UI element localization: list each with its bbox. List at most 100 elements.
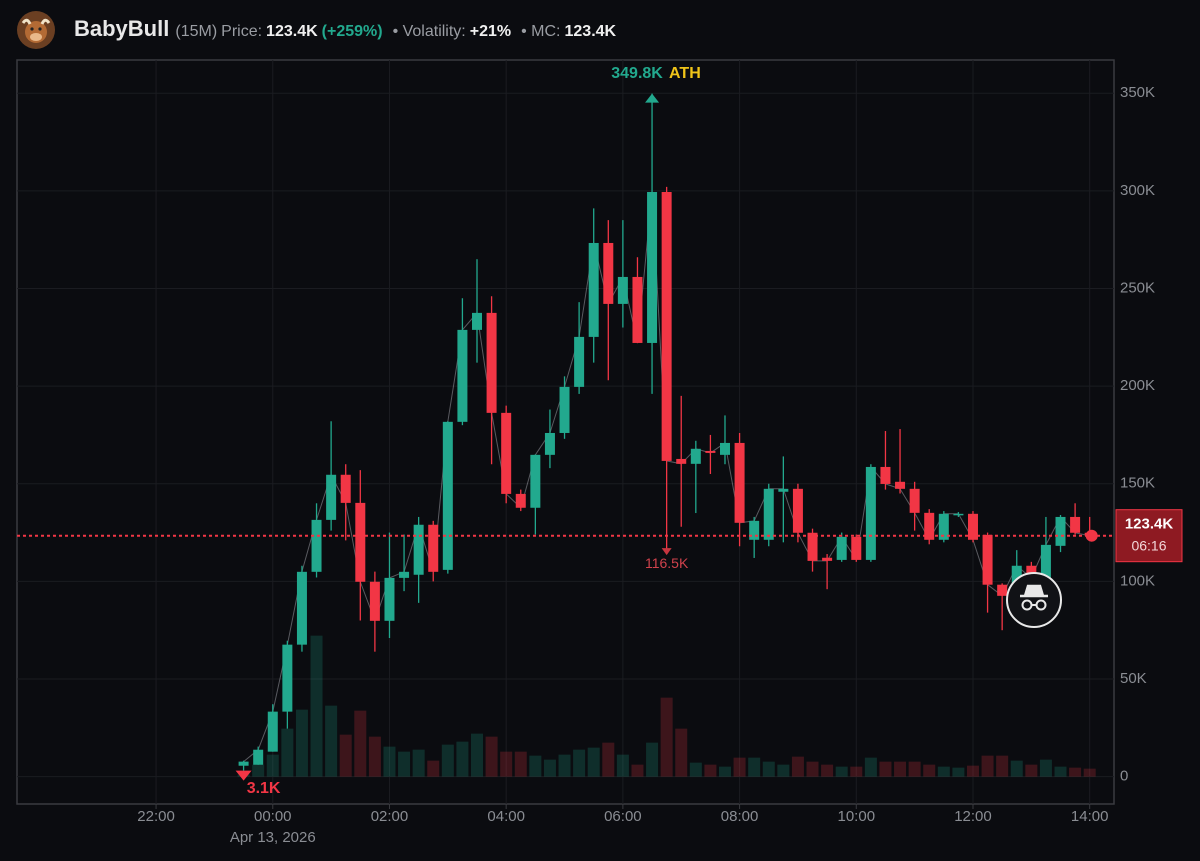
volatility: +21% [469,23,512,40]
candle-body [267,711,278,752]
volume-bar [675,728,688,777]
candle-body [1040,544,1051,578]
x-date-label: Apr 13, 2026 [230,829,316,846]
candle-body [355,502,366,582]
candle-body [282,644,293,712]
candle-body [326,474,337,520]
volume-bar [339,734,352,777]
candle-body [1070,516,1081,533]
volume-bar [850,766,863,777]
volume-bar [266,754,279,777]
candle-body [749,520,760,540]
y-tick-label: 150K [1120,475,1155,492]
candle-body [763,488,774,540]
volume-bar [952,767,965,777]
candle-body [588,242,599,337]
countdown: 06:16 [1131,537,1166,553]
volume-bar [660,697,673,777]
candle-body [676,458,687,464]
volume-bar [1054,766,1067,777]
min-marker [235,770,252,781]
x-tick-label: 02:00 [371,808,409,825]
candle-body [982,534,993,585]
volume-bar [456,741,469,777]
volume-bar [412,749,425,777]
volume-bar [383,746,396,777]
volume-bar [748,757,761,777]
volume-bar [806,761,819,777]
volume-bar [718,766,731,777]
y-tick-label: 100K [1120,572,1155,589]
volume-bar [864,757,877,777]
min-label: 3.1K [247,780,281,797]
candle-body [384,577,395,621]
candle-body [851,536,862,560]
candle-body [296,571,307,645]
volatility-label: • Volatility: [392,23,466,40]
candle-body [836,536,847,560]
volume-bar [325,705,338,777]
volume-bar [543,759,556,777]
volume-bar [602,742,615,777]
volume-bar [937,766,950,777]
candle-body [647,192,658,343]
candle-body [428,524,439,572]
volume-bar [996,755,1009,777]
candle-body [792,488,803,533]
y-tick-label: 50K [1120,670,1147,687]
price-dot [1085,529,1098,542]
min-marker [661,548,672,556]
volume-bar [704,764,717,777]
volume-bar [514,751,527,777]
volume-bar [966,765,979,777]
volume-bar [616,754,629,777]
volume-bar [733,757,746,777]
volume-bar [252,764,265,777]
candle-body [632,276,643,343]
volume-bar [631,764,644,777]
candle-body [238,761,249,766]
candle-body [617,276,628,304]
volume-bar [500,751,513,777]
candle-body [997,584,1008,596]
mc-label: • MC: [521,23,561,40]
volume-bar [354,710,367,777]
x-tick-label: 10:00 [838,808,876,825]
volume-bar [1039,759,1052,777]
min-label: 116.5K [645,555,689,571]
x-tick-label: 04:00 [487,808,525,825]
volume-bar [441,744,454,777]
volume-bar [923,764,936,777]
y-tick-label: 200K [1120,377,1155,394]
candle-body [486,312,497,413]
y-tick-label: 350K [1120,84,1155,101]
volume-bar [558,754,571,777]
volume-bar [777,764,790,777]
price-tag [1115,509,1183,563]
candle-body [399,571,410,578]
volume-bar [281,728,294,777]
candle-body [938,513,949,540]
incognito-button[interactable] [1006,572,1062,628]
volume-bar [310,635,323,777]
token-name: BabyBull [74,16,170,41]
volume-bar [821,764,834,777]
candle-body [895,481,906,489]
volume-bar [762,761,775,777]
volume-bar [573,749,586,777]
market-cap: 123.4K [564,23,617,40]
volume-bar [427,760,440,777]
candle-body [515,493,526,508]
volume-bar [471,733,484,777]
candle-body [544,432,555,455]
candle-body [574,336,585,387]
price-change: (+259%) [321,23,383,40]
y-tick-label: 250K [1120,279,1155,296]
candle-body [807,532,818,561]
candle-body [369,581,380,621]
x-tick-label: 08:00 [721,808,759,825]
y-tick-label: 0 [1120,768,1128,785]
candle-body [530,454,541,508]
